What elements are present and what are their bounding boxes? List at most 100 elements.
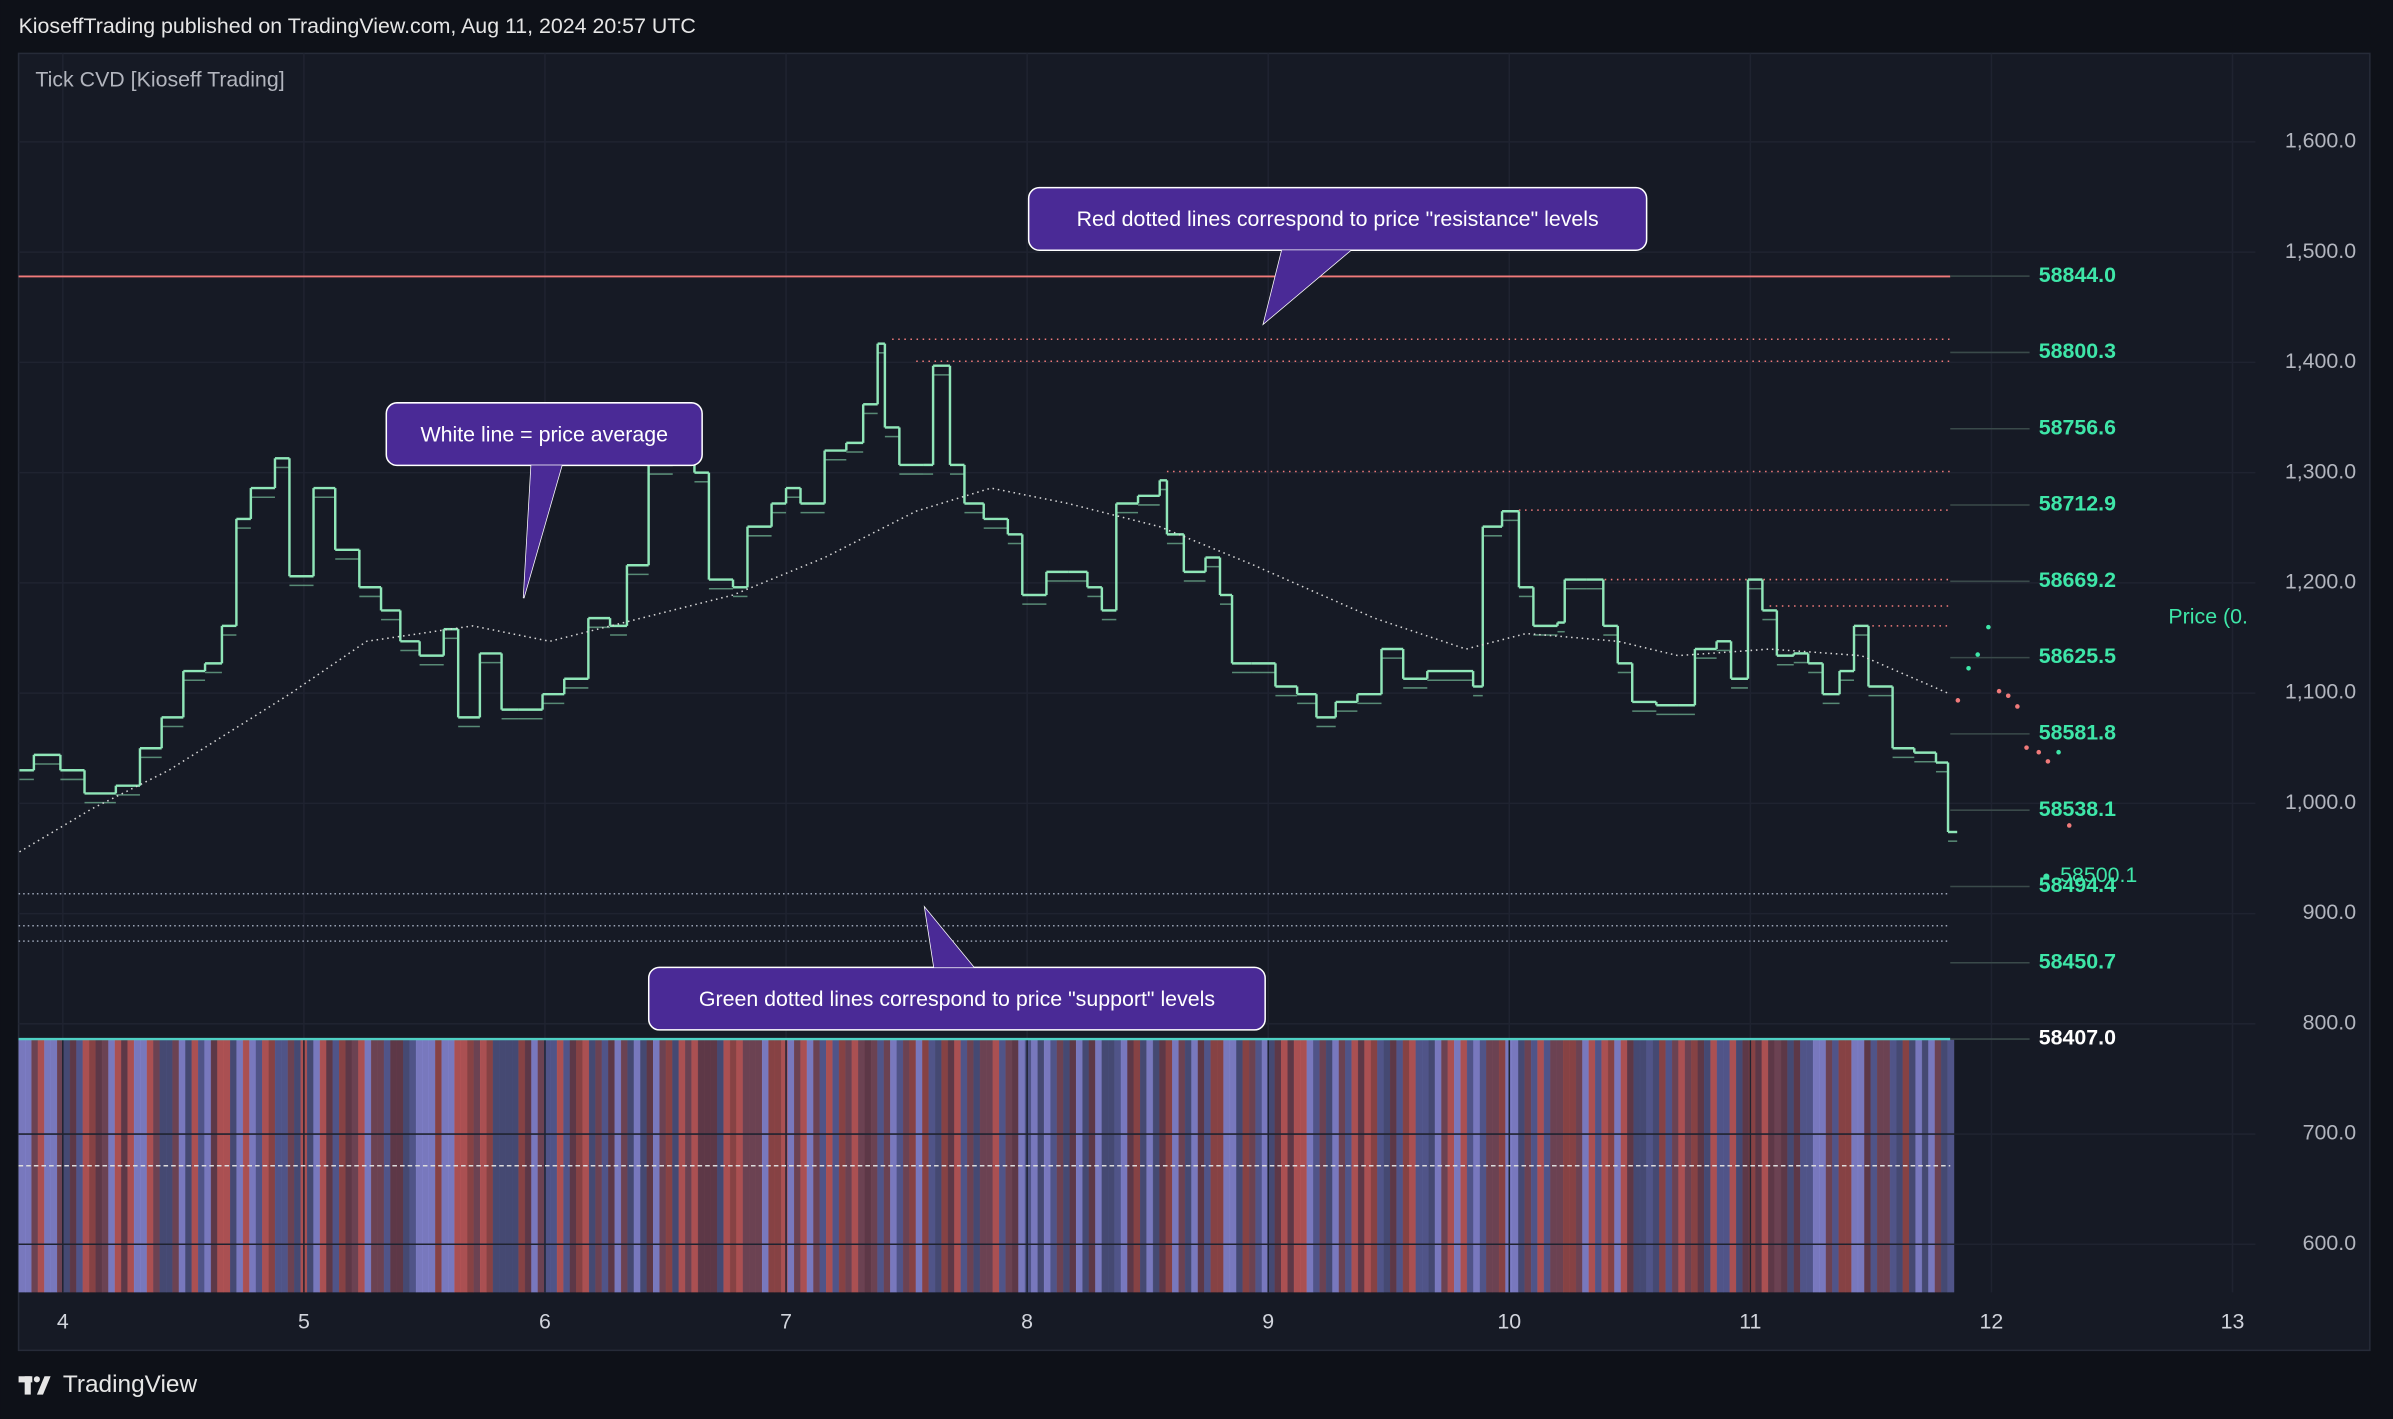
delta-bar (210, 1039, 218, 1293)
delta-bar (1947, 1039, 1955, 1293)
delta-bar (1851, 1039, 1859, 1293)
last-price-label: 58500.1 (2060, 863, 2137, 887)
delta-bar (1011, 1039, 1019, 1293)
delta-bar (1242, 1039, 1250, 1293)
price-label: 58800.3 (2039, 339, 2116, 363)
delta-bar (761, 1039, 769, 1293)
delta-bar (883, 1039, 891, 1293)
projection-dot (1966, 666, 1971, 671)
y-tick-label: 700.0 (2303, 1121, 2357, 1145)
delta-bar (1806, 1039, 1814, 1293)
delta-bar (928, 1039, 936, 1293)
delta-bar (486, 1039, 494, 1293)
delta-bar (691, 1039, 699, 1293)
delta-bar (1691, 1039, 1698, 1293)
delta-bar (1005, 1039, 1013, 1293)
delta-bar (364, 1039, 372, 1293)
delta-bar (967, 1039, 974, 1293)
delta-bar (198, 1039, 205, 1293)
delta-bar (319, 1039, 327, 1293)
projection-dot (2036, 749, 2042, 755)
delta-bar (1402, 1039, 1410, 1293)
delta-bar (1172, 1039, 1179, 1293)
delta-bar (838, 1039, 846, 1293)
delta-bar (800, 1039, 808, 1293)
price-label: 58756.6 (2039, 415, 2116, 439)
delta-bar (729, 1039, 737, 1293)
projection-dot (2015, 704, 2020, 709)
delta-bar (1921, 1039, 1929, 1293)
price-label: 58669.2 (2039, 568, 2116, 592)
y-tick-label: 1,200.0 (2285, 570, 2356, 594)
delta-bar (890, 1039, 897, 1293)
delta-bar (1844, 1039, 1852, 1293)
delta-bar (768, 1039, 776, 1293)
price-label: 58494.4 (2039, 873, 2116, 897)
x-tick-label: 7 (780, 1310, 792, 1334)
delta-bar (851, 1039, 859, 1293)
y-tick-label: 800.0 (2303, 1010, 2357, 1034)
delta-bar (1370, 1039, 1378, 1293)
delta-bar (1530, 1039, 1538, 1293)
delta-bar (999, 1039, 1006, 1293)
delta-bar (1332, 1039, 1340, 1293)
delta-bar (37, 1039, 45, 1293)
delta-bar (1562, 1039, 1570, 1293)
callout-text: Green dotted lines correspond to price "… (699, 987, 1215, 1011)
delta-bar (524, 1039, 532, 1293)
delta-bar (127, 1039, 135, 1293)
y-tick-label: 600.0 (2303, 1231, 2357, 1255)
delta-bar (242, 1039, 250, 1293)
callout-seam (924, 907, 974, 968)
delta-bar (1159, 1039, 1166, 1293)
price-label: 58407.0 (2039, 1026, 2116, 1050)
delta-bar (556, 1039, 564, 1293)
delta-bar (287, 1039, 295, 1293)
delta-bar (1883, 1039, 1891, 1293)
brand-logo (18, 1376, 51, 1395)
delta-bar (479, 1039, 487, 1293)
y-tick-label: 1,000.0 (2285, 790, 2356, 814)
delta-bar (1928, 1039, 1935, 1293)
x-tick-label: 6 (539, 1310, 551, 1334)
delta-bar (403, 1039, 410, 1293)
delta-bar (1088, 1039, 1096, 1293)
price-label: 58625.5 (2039, 644, 2116, 668)
delta-bar (1639, 1039, 1647, 1293)
indicator-title: Tick CVD [Kioseff Trading] (35, 68, 284, 92)
delta-bar (1325, 1039, 1333, 1293)
delta-bar (518, 1039, 526, 1293)
delta-bar (89, 1039, 96, 1293)
delta-bar (165, 1039, 173, 1293)
price-label: 58450.7 (2039, 949, 2116, 973)
delta-bar (678, 1039, 686, 1293)
projection-dot (1975, 652, 1981, 657)
price-label: 58844.0 (2039, 263, 2116, 287)
delta-bar (1768, 1039, 1775, 1293)
delta-bar (1761, 1039, 1769, 1293)
x-tick-label: 9 (1262, 1310, 1274, 1334)
delta-bar (1204, 1039, 1211, 1293)
delta-bar (1812, 1039, 1820, 1293)
delta-bar (1037, 1039, 1045, 1293)
delta-bar (1248, 1039, 1256, 1293)
delta-bar (441, 1039, 449, 1293)
projection-dot (1955, 698, 1961, 703)
delta-bar (204, 1039, 212, 1293)
y-tick-label: 1,600.0 (2285, 129, 2356, 153)
delta-bar (608, 1039, 615, 1293)
delta-bar (396, 1039, 404, 1293)
callout-text: Red dotted lines correspond to price "re… (1077, 207, 1599, 231)
delta-bar (326, 1039, 333, 1293)
delta-bar (1800, 1039, 1807, 1293)
delta-bar (44, 1039, 51, 1293)
projection-dot (1986, 624, 1991, 630)
delta-bar (1043, 1039, 1051, 1293)
y-tick-label: 900.0 (2303, 900, 2357, 924)
projection-dot (2045, 759, 2051, 764)
delta-bar (1364, 1039, 1372, 1293)
delta-bar (1120, 1039, 1128, 1293)
delta-bar (447, 1039, 455, 1293)
delta-bar (640, 1039, 647, 1293)
